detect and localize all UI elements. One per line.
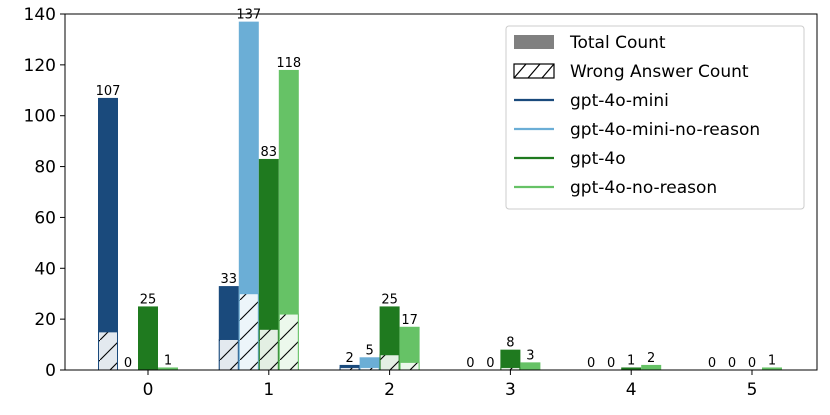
y-tick-label: 100 [24, 107, 56, 127]
bar-total [520, 362, 541, 370]
bar-wrong-hatch [278, 313, 299, 371]
bar-value-label: 118 [276, 56, 301, 71]
bar-value-label: 83 [261, 145, 278, 160]
bar-wrong-hatch [218, 338, 239, 371]
bar-value-label: 17 [401, 313, 418, 328]
bar-total [359, 357, 380, 370]
x-tick-label: 0 [143, 380, 154, 400]
x-tick-label: 3 [505, 380, 516, 400]
bar-wrong-hatch [379, 354, 400, 371]
bar-total [238, 21, 259, 370]
bar-total [258, 158, 279, 370]
bar-value-label: 5 [365, 343, 373, 358]
legend: Total Count Wrong Answer Count gpt-4o-mini… [505, 25, 805, 210]
bar-wrong-hatch [238, 293, 259, 371]
bar-value-label: 107 [96, 84, 121, 99]
legend-series-label: gpt-4o-mini-no-reason [570, 120, 760, 140]
bar-wrong-hatch [98, 331, 118, 371]
x-tick-label: 2 [384, 380, 395, 400]
bar-total [762, 367, 782, 370]
legend-wrong-hatch-line [513, 63, 527, 79]
legend-wrong-hatch-line [541, 63, 555, 79]
x-tick-label: 4 [626, 380, 637, 400]
bar-total [379, 306, 400, 370]
legend-series-label: gpt-4o-mini [570, 91, 669, 111]
bar-value-label: 0 [748, 356, 756, 371]
x-tick-label: 5 [747, 380, 758, 400]
y-tick-label: 60 [34, 208, 56, 228]
legend-box [505, 25, 805, 210]
legend-wrong-hatch-line [527, 63, 541, 79]
bar-value-label: 0 [466, 356, 474, 371]
y-tick-label: 0 [45, 361, 56, 381]
bar-value-label: 137 [236, 8, 261, 23]
bar-value-label: 33 [221, 272, 238, 287]
y-tick-label: 120 [24, 56, 56, 76]
bar-total [500, 349, 521, 370]
bar-value-label: 1 [164, 353, 172, 368]
y-tick-label: 80 [34, 158, 56, 178]
bar-value-label: 0 [486, 356, 494, 371]
bar-value-label: 25 [381, 292, 398, 307]
y-tick-label: 40 [34, 259, 56, 279]
y-tick-label: 20 [34, 310, 56, 330]
bar-value-label: 0 [607, 356, 615, 371]
bar-total [98, 97, 118, 371]
bar-total [641, 364, 662, 370]
bar-wrong-hatch [399, 361, 420, 371]
bar-value-label: 0 [708, 356, 716, 371]
bar-value-label: 0 [124, 356, 132, 371]
bar-value-label: 25 [140, 292, 157, 307]
legend-series-label: gpt-4o [570, 149, 626, 169]
legend-series-label: gpt-4o-no-reason [570, 178, 717, 198]
bar-total [138, 306, 158, 370]
bar-value-label: 2 [345, 351, 353, 366]
bar-wrong-hatch [258, 328, 279, 371]
plot-frame [64, 13, 818, 371]
bar-total [621, 367, 642, 370]
legend-wrong-label: Wrong Answer Count [570, 62, 749, 82]
plot-area: 0204060801001201401070251033137831181252… [24, 5, 782, 400]
bar-total [278, 69, 299, 370]
bar-value-label: 3 [526, 348, 534, 363]
bar-value-label: 0 [728, 356, 736, 371]
bar-value-label: 8 [506, 336, 514, 351]
bar-value-label: 1 [627, 353, 635, 368]
bar-total [399, 326, 420, 370]
bar-value-label: 2 [647, 351, 655, 366]
bar-total [158, 367, 178, 370]
legend-total-label: Total Count [569, 33, 666, 53]
bar-value-label: 0 [587, 356, 595, 371]
legend-total-swatch [514, 35, 554, 49]
x-tick-label: 1 [263, 380, 274, 400]
bar-value-label: 1 [768, 353, 776, 368]
y-tick-label: 140 [24, 5, 56, 25]
